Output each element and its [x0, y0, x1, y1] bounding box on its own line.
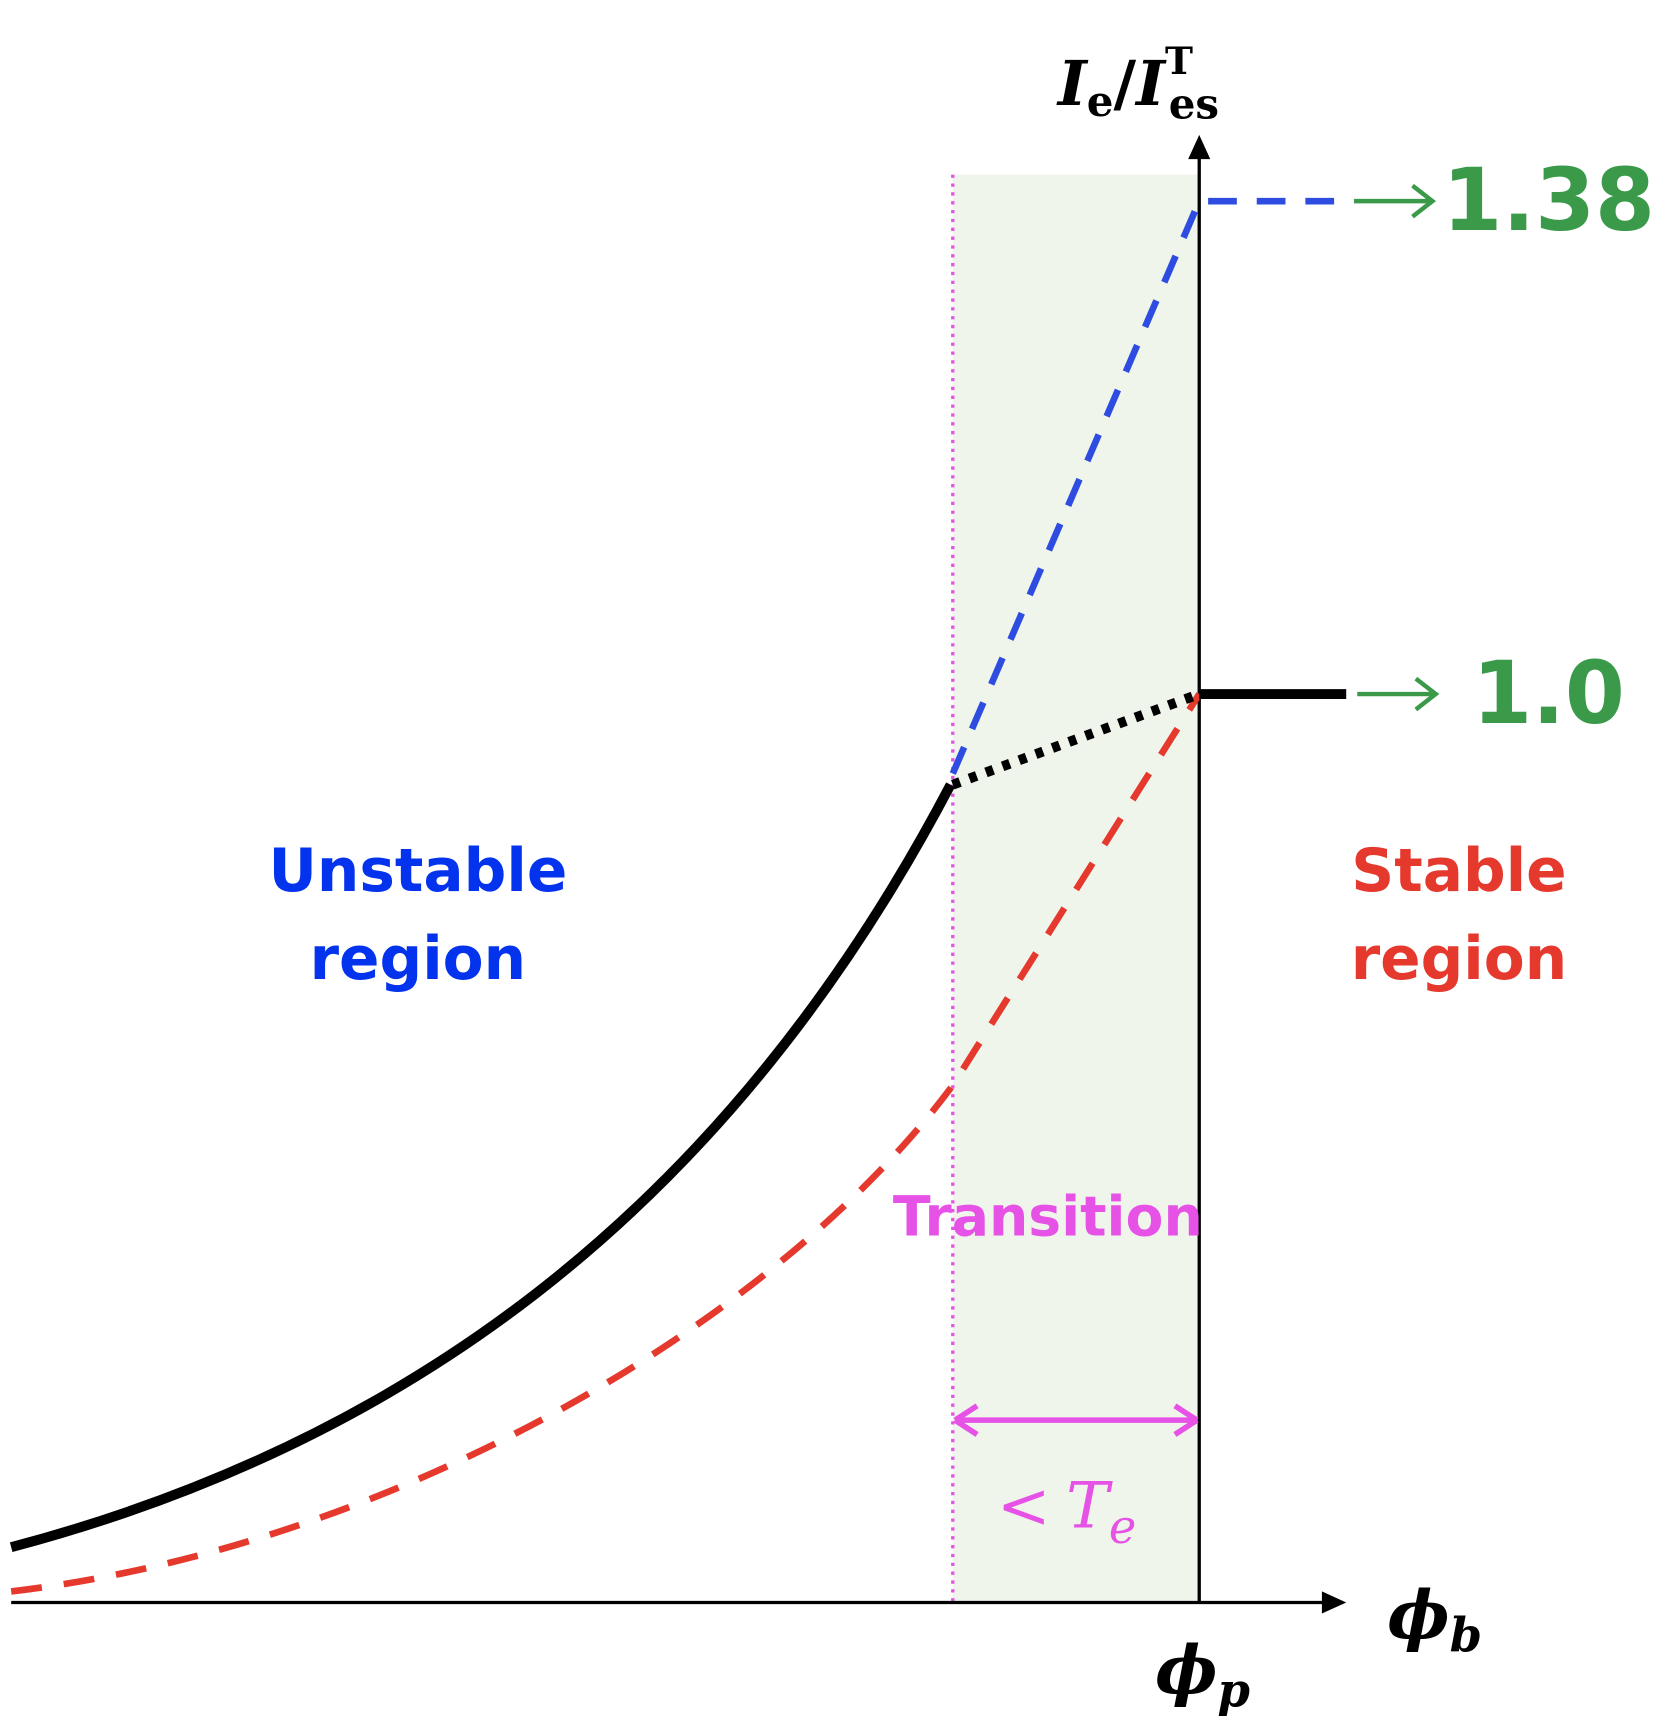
black-dotted-curve [951, 689, 1201, 790]
x-marker-part: p [1218, 1662, 1250, 1717]
y-label-part: I [1134, 47, 1167, 120]
stable-label: region [1351, 925, 1568, 994]
width-arrow-heads [953, 1403, 1199, 1437]
x-marker-label: ϕp [1155, 1631, 1250, 1717]
y-axis-arrow [1188, 134, 1211, 160]
unstable-label: Unstable [268, 837, 567, 906]
black-curve [9, 782, 955, 1553]
width-symbol: < [997, 1469, 1051, 1543]
y-label-part: e [1087, 77, 1114, 126]
x-label-part: ϕ [1387, 1576, 1449, 1654]
y-label-part: es [1169, 79, 1219, 128]
y-label-part: T [1165, 39, 1193, 83]
x-axis-label: ϕb [1387, 1576, 1482, 1662]
green-arrows [1353, 183, 1440, 712]
width-label: < Te [997, 1469, 1136, 1553]
red-dashed-curve [10, 692, 1203, 1595]
stable-label: Stable [1351, 837, 1566, 906]
lower-limit: 1.0 [1472, 644, 1625, 744]
x-axis-arrow [1321, 1591, 1347, 1614]
width-sub: e [1109, 1500, 1136, 1554]
width-var: T [1066, 1469, 1113, 1543]
unstable-label: region [310, 925, 526, 994]
upper-limit: 1.38 [1442, 151, 1655, 251]
y-axis-label: Ie/IT es [1056, 39, 1219, 128]
y-label-part: / [1114, 47, 1137, 120]
x-label-part: b [1450, 1607, 1482, 1662]
y-label-part: I [1056, 47, 1089, 120]
transition-label: Transition [893, 1186, 1203, 1250]
blue-dashed-curve [949, 197, 1349, 775]
x-marker-part: ϕ [1155, 1631, 1217, 1709]
